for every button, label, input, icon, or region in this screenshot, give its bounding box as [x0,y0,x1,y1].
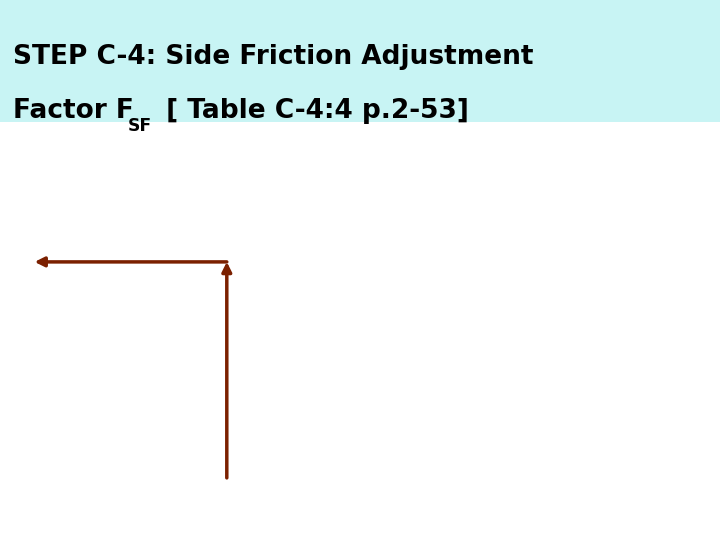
Text: [ Table C-4:4 p.2-53]: [ Table C-4:4 p.2-53] [157,98,469,124]
Text: Factor F: Factor F [13,98,134,124]
FancyBboxPatch shape [0,0,720,122]
Text: STEP C-4: Side Friction Adjustment: STEP C-4: Side Friction Adjustment [13,44,534,70]
Text: SF: SF [128,117,153,135]
